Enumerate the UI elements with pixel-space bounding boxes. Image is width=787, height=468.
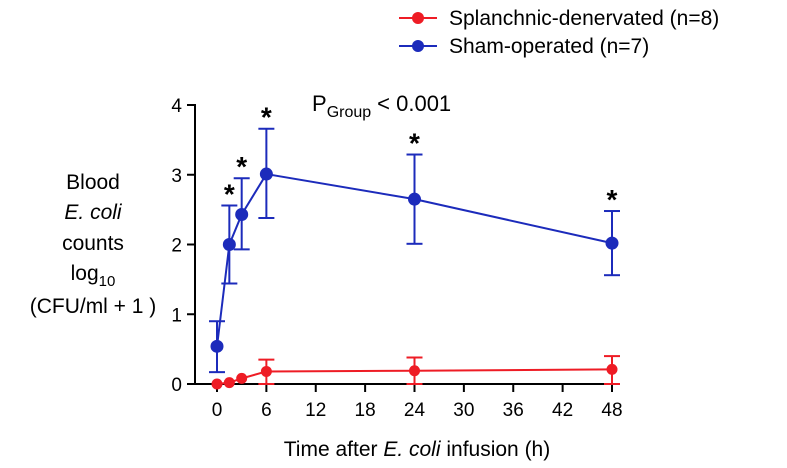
y-tick-label: 3 <box>171 166 182 187</box>
x-tick-label: 18 <box>355 400 376 421</box>
x-tick-label: 24 <box>404 400 426 421</box>
significance-markers: ***** <box>224 102 618 215</box>
legend-marker <box>412 40 424 52</box>
y-label-line3: counts <box>62 232 124 255</box>
data-point <box>210 339 224 353</box>
legend-label: Splanchnic-denervated (n=8) <box>449 7 719 30</box>
series-0 <box>211 355 620 390</box>
x-label-suffix: infusion (h) <box>441 438 551 461</box>
y-tick-label: 4 <box>171 96 182 117</box>
data-point <box>259 167 273 181</box>
y-tick-label: 2 <box>171 236 182 257</box>
significance-star: * <box>607 184 618 215</box>
y-label-line4: log10 <box>71 262 116 290</box>
legend-item: Splanchnic-denervated (n=8) <box>399 7 719 30</box>
series-layer <box>209 127 620 390</box>
data-point <box>235 208 249 222</box>
p-value-main: P <box>312 91 327 116</box>
x-tick-label: 36 <box>503 400 524 421</box>
p-value-subscript: Group <box>327 104 372 121</box>
data-point <box>223 377 235 389</box>
significance-star: * <box>224 178 235 209</box>
y-tick-label: 0 <box>171 375 182 396</box>
x-tick-label: 30 <box>453 400 474 421</box>
legend-label: Sham-operated (n=7) <box>449 35 649 58</box>
x-axis-label: Time after E. coli infusion (h) <box>284 438 550 461</box>
y-label-log-subscript: 10 <box>99 273 116 290</box>
y-label-log: log <box>71 262 99 285</box>
p-value-annotation: PGroup < 0.001 <box>312 91 451 121</box>
data-point <box>260 365 272 377</box>
x-tick-label: 48 <box>601 400 622 421</box>
y-axis-label: Blood E. coli counts log10 (CFU/ml + 1 ) <box>30 171 157 318</box>
y-label-line2: E. coli <box>64 201 123 224</box>
significance-star: * <box>236 151 247 182</box>
y-label-line1: Blood <box>66 171 120 194</box>
series-1 <box>209 127 620 374</box>
p-value-rest: < 0.001 <box>377 91 451 116</box>
data-point <box>211 378 223 390</box>
x-tick-label: 12 <box>305 400 326 421</box>
legend-marker <box>412 12 424 24</box>
data-point <box>606 363 618 375</box>
x-label-italic: E. coli <box>383 438 442 461</box>
significance-star: * <box>261 102 272 133</box>
data-point <box>605 236 619 250</box>
data-point <box>408 192 421 206</box>
legend-item: Sham-operated (n=7) <box>399 35 649 58</box>
x-tick-label: 0 <box>212 400 223 421</box>
data-point <box>236 372 248 384</box>
data-point <box>222 238 236 251</box>
series-line <box>216 172 613 347</box>
y-tick-label: 1 <box>171 305 182 326</box>
x-tick-label: 6 <box>261 400 272 421</box>
data-point <box>409 365 420 377</box>
x-label-prefix: Time after <box>284 438 384 461</box>
y-label-line5: (CFU/ml + 1 ) <box>30 295 157 318</box>
significance-star: * <box>409 128 420 159</box>
x-tick-label: 42 <box>552 400 573 421</box>
legend: Splanchnic-denervated (n=8) Sham-operated… <box>399 7 719 58</box>
